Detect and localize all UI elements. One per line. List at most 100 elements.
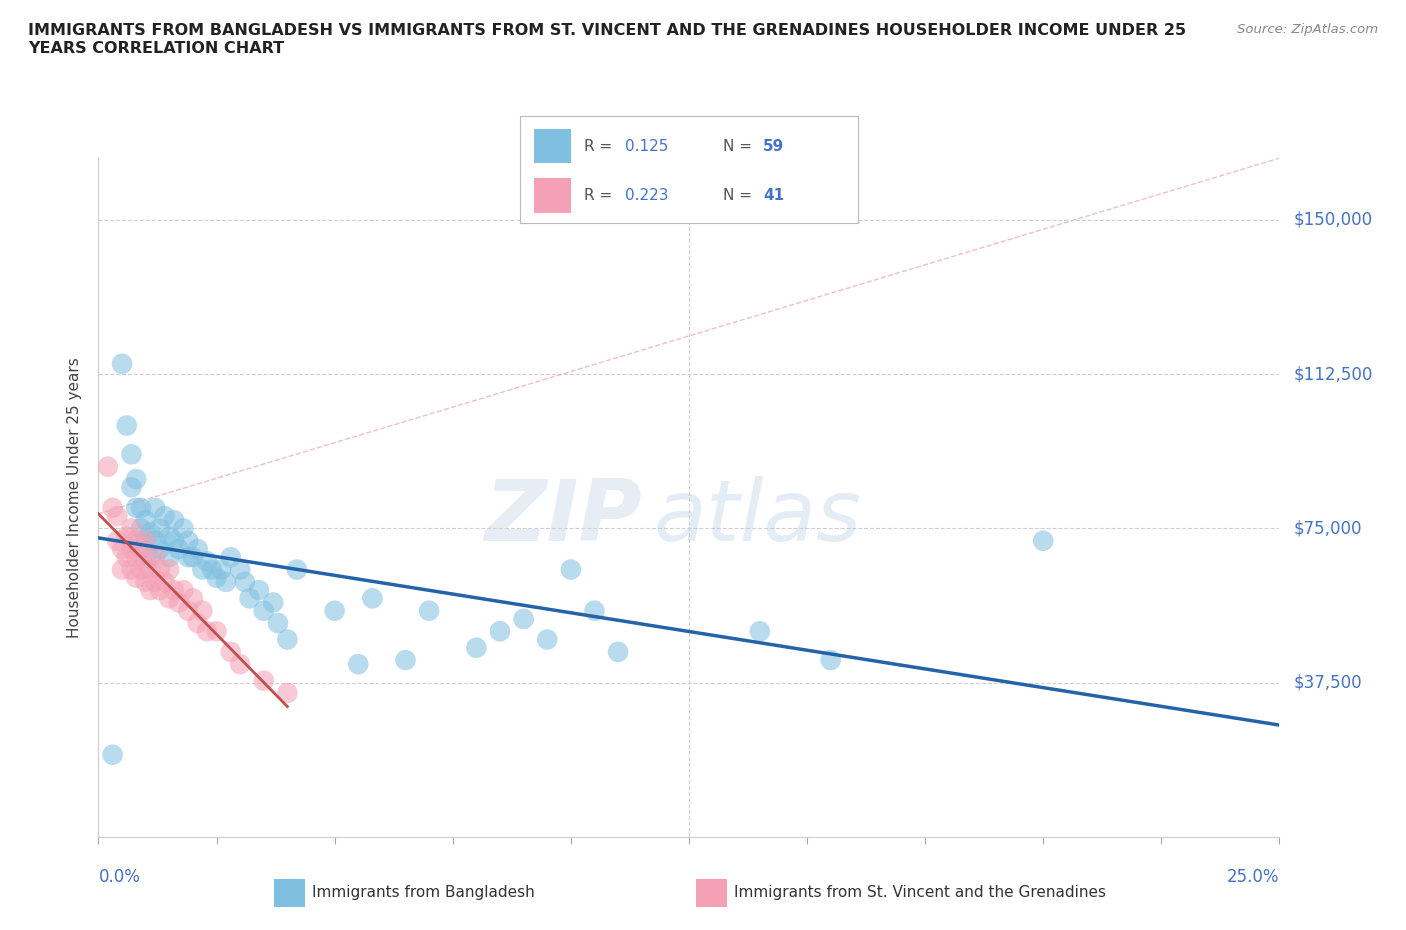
- Point: [125, 500, 148, 515]
- Point: [125, 533, 148, 548]
- Text: 0.125: 0.125: [624, 139, 668, 153]
- Point: [195, 624, 218, 639]
- Text: 41: 41: [763, 188, 785, 203]
- Bar: [534, 129, 571, 164]
- Point: [607, 644, 630, 659]
- Point: [139, 525, 162, 540]
- Point: [285, 562, 308, 577]
- Point: [111, 356, 134, 371]
- Point: [129, 500, 152, 515]
- Point: [418, 604, 440, 618]
- Point: [229, 562, 252, 577]
- Point: [135, 533, 157, 548]
- Text: $75,000: $75,000: [1294, 520, 1362, 538]
- Point: [187, 616, 209, 631]
- Text: ZIP: ZIP: [484, 476, 641, 560]
- Point: [177, 604, 200, 618]
- Point: [163, 512, 186, 527]
- Point: [253, 673, 276, 688]
- Point: [191, 562, 214, 577]
- Text: IMMIGRANTS FROM BANGLADESH VS IMMIGRANTS FROM ST. VINCENT AND THE GRENADINES HOU: IMMIGRANTS FROM BANGLADESH VS IMMIGRANTS…: [28, 23, 1187, 56]
- Point: [101, 500, 124, 515]
- Point: [205, 624, 228, 639]
- Point: [247, 583, 270, 598]
- Text: Immigrants from Bangladesh: Immigrants from Bangladesh: [312, 885, 534, 900]
- Text: 0.0%: 0.0%: [98, 868, 141, 885]
- Point: [121, 562, 143, 577]
- Point: [129, 521, 152, 536]
- Point: [135, 533, 157, 548]
- Point: [276, 685, 298, 700]
- Text: N =: N =: [723, 139, 756, 153]
- Point: [262, 595, 284, 610]
- Text: $150,000: $150,000: [1294, 211, 1372, 229]
- Point: [125, 570, 148, 585]
- Point: [121, 480, 143, 495]
- Point: [512, 612, 534, 627]
- Point: [121, 521, 143, 536]
- Point: [135, 554, 157, 569]
- Text: N =: N =: [723, 188, 756, 203]
- Point: [177, 533, 200, 548]
- Point: [181, 591, 204, 605]
- Point: [125, 472, 148, 486]
- Point: [157, 562, 180, 577]
- Point: [139, 550, 162, 565]
- Point: [129, 562, 152, 577]
- Point: [121, 541, 143, 556]
- Point: [105, 533, 128, 548]
- Point: [1032, 533, 1054, 548]
- Point: [135, 575, 157, 590]
- Point: [239, 591, 262, 605]
- Point: [115, 529, 138, 544]
- Point: [219, 550, 242, 565]
- Point: [560, 562, 582, 577]
- Point: [121, 447, 143, 462]
- Point: [181, 550, 204, 565]
- Point: [157, 550, 180, 565]
- Point: [394, 653, 416, 668]
- Point: [149, 541, 172, 556]
- Point: [153, 575, 176, 590]
- Point: [143, 533, 166, 548]
- Point: [191, 604, 214, 618]
- Point: [172, 583, 194, 598]
- Text: $112,500: $112,500: [1294, 365, 1372, 383]
- Point: [276, 632, 298, 647]
- Point: [115, 550, 138, 565]
- Point: [111, 562, 134, 577]
- Point: [201, 562, 224, 577]
- Point: [157, 591, 180, 605]
- Text: 0.223: 0.223: [624, 188, 668, 203]
- Point: [115, 418, 138, 433]
- Point: [219, 644, 242, 659]
- Point: [323, 604, 346, 618]
- Point: [233, 575, 256, 590]
- Text: Source: ZipAtlas.com: Source: ZipAtlas.com: [1237, 23, 1378, 36]
- Text: $37,500: $37,500: [1294, 673, 1362, 692]
- Point: [163, 533, 186, 548]
- Point: [195, 554, 218, 569]
- Point: [97, 459, 120, 474]
- Point: [111, 541, 134, 556]
- Point: [177, 550, 200, 565]
- Text: 59: 59: [763, 139, 785, 153]
- Point: [135, 512, 157, 527]
- Point: [361, 591, 384, 605]
- Point: [157, 529, 180, 544]
- Point: [143, 550, 166, 565]
- Point: [187, 541, 209, 556]
- Point: [536, 632, 558, 647]
- Point: [149, 521, 172, 536]
- Text: atlas: atlas: [654, 476, 862, 560]
- Point: [253, 604, 276, 618]
- Point: [748, 624, 770, 639]
- Point: [583, 604, 606, 618]
- Point: [143, 500, 166, 515]
- Point: [149, 583, 172, 598]
- Y-axis label: Householder Income Under 25 years: Householder Income Under 25 years: [67, 357, 83, 638]
- Text: R =: R =: [585, 188, 617, 203]
- Point: [489, 624, 512, 639]
- Point: [229, 657, 252, 671]
- Point: [820, 653, 842, 668]
